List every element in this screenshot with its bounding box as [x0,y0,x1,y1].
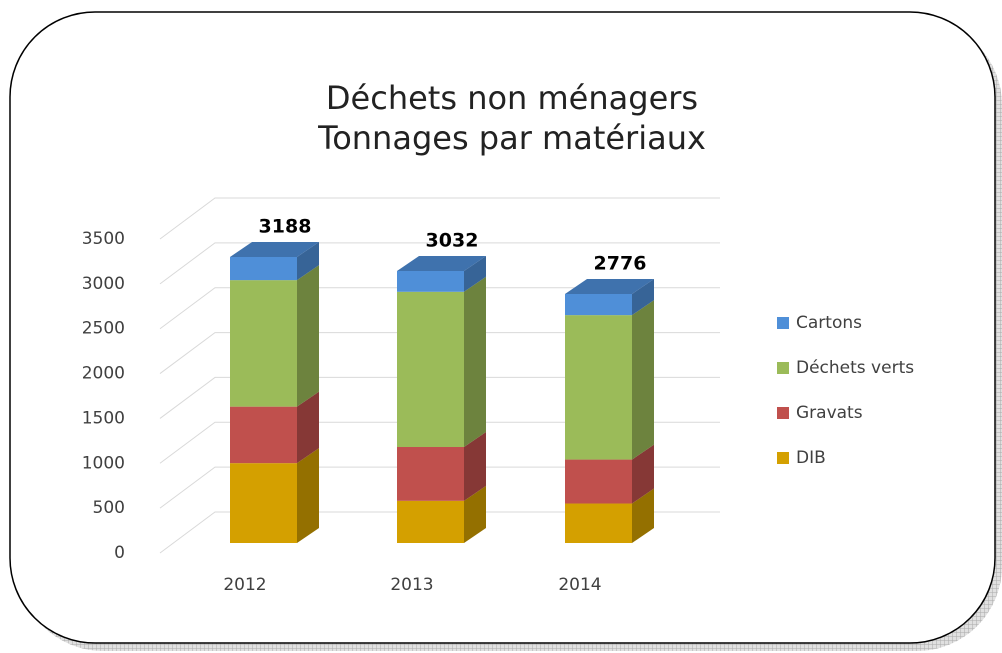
x-tick-label: 2013 [390,575,433,595]
y-tick-label: 2500 [82,319,125,339]
bar-side [464,485,486,543]
bar-top [397,255,486,271]
grid-line [159,511,720,554]
bar-segment [397,447,464,501]
bar-top [565,278,654,294]
bar-segment [565,459,632,504]
x-tick-label: 2012 [223,575,266,595]
grid-line [159,376,720,419]
bar-segment [565,503,632,543]
y-tick-label: 1500 [82,408,125,428]
legend-swatch [777,362,789,374]
bar-segment [230,256,297,281]
x-tick-label: 2014 [558,575,601,595]
legend-label: Déchets verts [796,358,914,378]
bar-top [230,241,319,257]
legend-swatch [777,407,789,419]
bar-segment [230,406,297,464]
bar-segment [397,291,464,448]
y-tick-label: 3500 [82,229,125,249]
legend-label: DIB [796,448,826,468]
y-tick-label: 0 [114,543,125,563]
legend-swatch [777,317,789,329]
chart-subtitle: Tonnages par matériaux [317,119,706,157]
bar-side [297,448,319,543]
bar-segment [397,270,464,292]
grid-line [159,332,720,374]
bar-side [464,255,486,292]
bar-segment [565,315,632,460]
legend-label: Gravats [796,403,863,423]
bar-segment [230,463,297,543]
y-tick-label: 2000 [82,364,125,384]
bar-side [632,300,654,460]
bar-side [632,488,654,543]
chart-title: Déchets non ménagers [326,79,698,117]
total-label: 2776 [594,252,647,274]
bar-side [632,444,654,504]
grid-line [159,466,720,509]
bar-segment [397,500,464,543]
bar-side [297,241,319,281]
legend-label: Cartons [796,313,862,333]
bar-side [297,391,319,464]
total-label: 3032 [426,229,479,251]
grid-line [159,197,720,240]
y-tick-label: 3000 [82,274,125,294]
legend-swatch [777,452,789,464]
grid-line [159,287,720,330]
grid-line [159,242,720,285]
grid-line [159,421,720,464]
total-label: 3188 [259,215,312,237]
bar-side [632,278,654,316]
bar-side [464,276,486,448]
bar-segment [230,280,297,407]
bar-side [297,265,319,407]
bar-side [464,432,486,501]
bar-segment [565,293,632,316]
y-tick-label: 1000 [82,453,125,473]
y-tick-label: 500 [93,498,125,518]
